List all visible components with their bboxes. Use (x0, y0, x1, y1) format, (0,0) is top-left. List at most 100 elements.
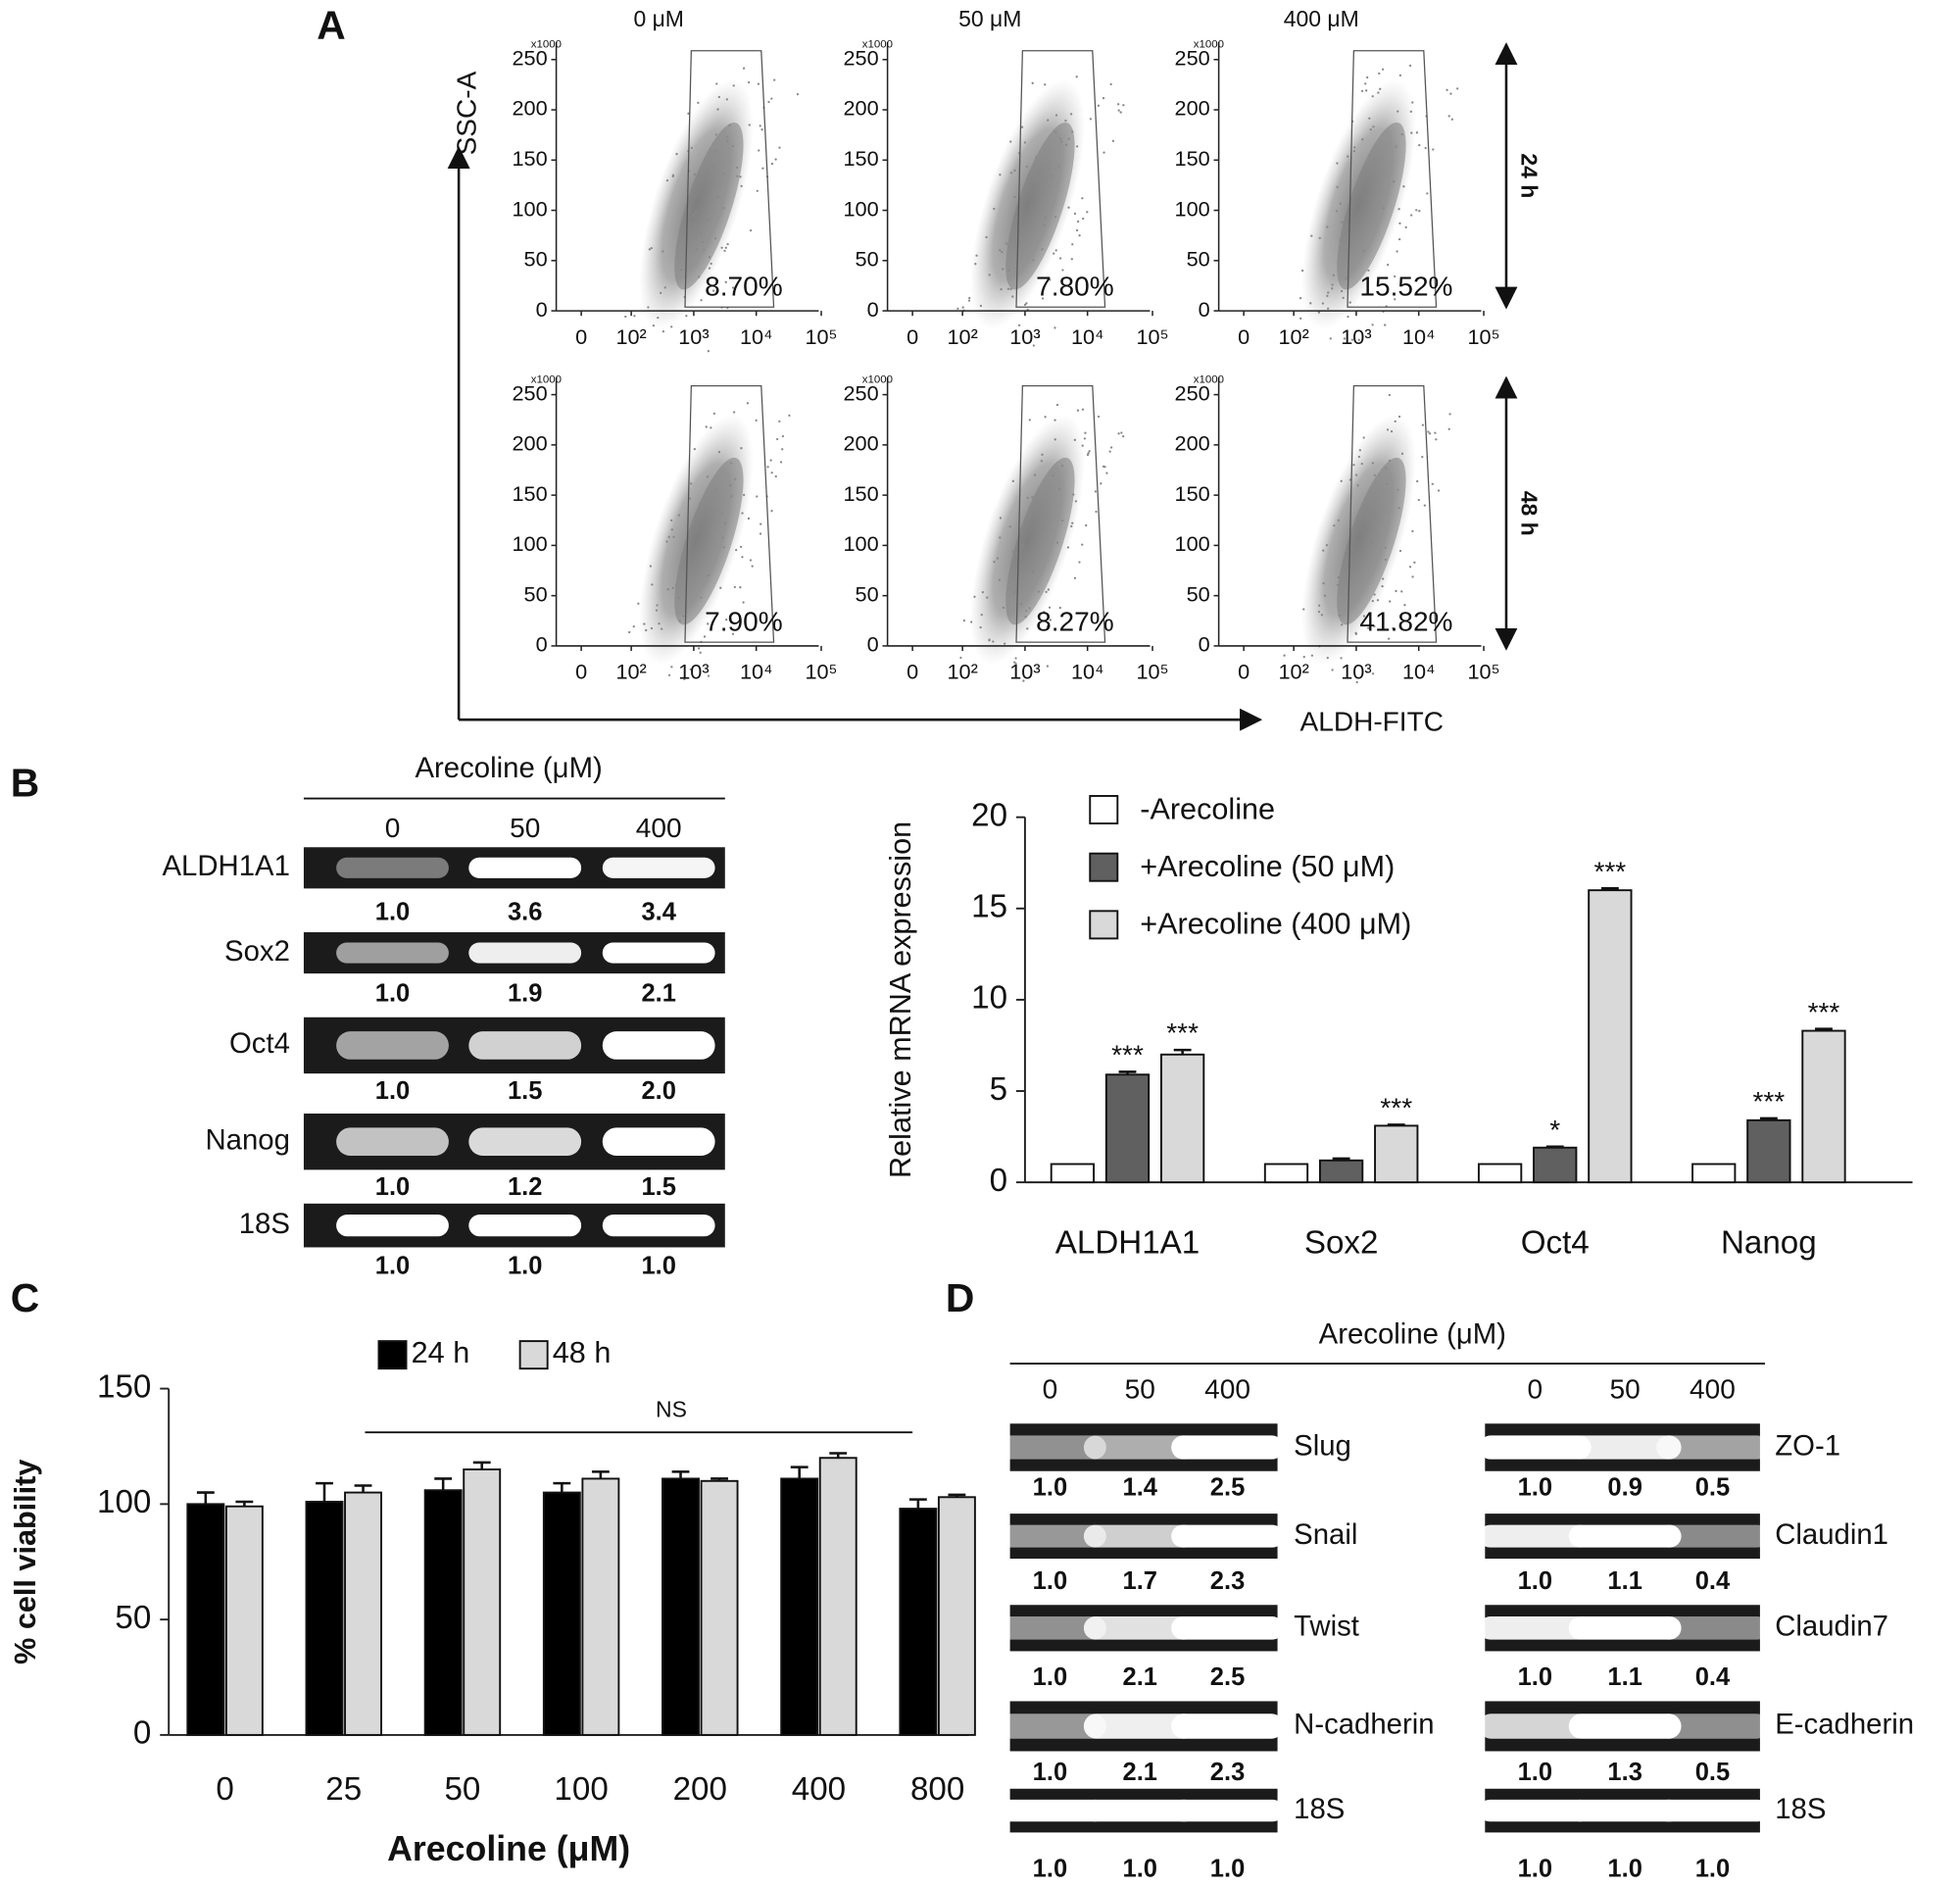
cell-dot (689, 668, 692, 670)
cell-dot (1447, 115, 1450, 118)
cell-dot (1073, 438, 1076, 441)
cell-cloud (1005, 457, 1075, 625)
cell-dot (779, 461, 783, 464)
cell-dot (660, 291, 662, 295)
cell-dot (988, 639, 991, 642)
bar (423, 1489, 463, 1736)
cell-dot (1102, 151, 1105, 154)
cell-dot (1396, 488, 1399, 491)
gate-percent: 7.80% (1036, 272, 1114, 302)
cell-dot (1046, 624, 1050, 628)
cell-dot (1396, 110, 1399, 113)
cell-dot (761, 167, 764, 170)
x-tick-label: 10² (1278, 324, 1308, 349)
cell-dot (1369, 540, 1373, 543)
y-tick-label: 200 (1175, 431, 1210, 456)
cell-dot (662, 250, 664, 253)
cell-dot (1381, 584, 1384, 588)
band (1083, 1524, 1197, 1548)
legend-swatch (518, 1340, 549, 1370)
cell-dot (1362, 249, 1365, 252)
cell-dot (713, 488, 717, 491)
cell-dot (1341, 221, 1344, 223)
y-tick-label: 0 (536, 632, 548, 657)
cell-dot (1340, 289, 1344, 293)
x-tick-label: 10² (1278, 660, 1308, 684)
band-quant: 0.4 (1695, 1567, 1731, 1595)
cell-dot (1025, 302, 1028, 305)
cell-dot (739, 585, 742, 589)
cell-dot (637, 602, 640, 605)
y-multiplier: x1000 (1194, 38, 1224, 50)
cell-dot (1064, 119, 1067, 123)
lane-label: 50 (1125, 1374, 1155, 1405)
bar (1691, 1163, 1737, 1184)
cell-dot (716, 108, 719, 111)
band-quant: 1.4 (1123, 1473, 1158, 1501)
cell-dot (661, 627, 663, 630)
cell-dot (1326, 307, 1330, 310)
y-tick-label: 50 (856, 581, 879, 606)
cell-dot (1081, 543, 1084, 546)
gate (1347, 384, 1438, 643)
cell-dot (1105, 472, 1108, 474)
cell-dot (1410, 214, 1413, 217)
y-tick-label: 0 (1199, 297, 1210, 322)
cell-dot (1059, 137, 1062, 140)
cell-dot (1371, 599, 1374, 603)
gene-label: Slug (1294, 1429, 1351, 1462)
bar (1477, 1163, 1523, 1184)
cell-dot (1317, 611, 1321, 614)
y-multiplier: x1000 (531, 373, 562, 385)
cell-dot (732, 411, 736, 414)
x-tick-label: 10⁴ (1402, 324, 1435, 349)
band-quant: 1.7 (1123, 1567, 1157, 1595)
cell-dot (1109, 446, 1113, 449)
band-quant: 1.0 (1518, 1855, 1552, 1882)
cell-dot (1373, 473, 1377, 477)
cell-dot (1347, 315, 1349, 319)
cell-dot (1397, 237, 1401, 241)
cell-dot (1398, 222, 1401, 225)
cell-dot (1071, 521, 1074, 524)
cell-dot (670, 325, 673, 328)
cell-dot (1028, 607, 1031, 610)
cell-dot (1333, 524, 1336, 527)
cell-dot (1102, 96, 1105, 100)
band (994, 1616, 1106, 1640)
bar (1159, 1053, 1205, 1184)
cell-dot (974, 331, 977, 334)
cell-dot (1034, 156, 1038, 159)
legend-label: -Arecoline (1140, 792, 1275, 825)
band (602, 942, 715, 964)
band-quant: 1.5 (508, 1077, 542, 1105)
band (1083, 1799, 1197, 1822)
cell-dot (720, 512, 724, 515)
y-tick-label: 100 (513, 531, 548, 556)
band (1568, 1524, 1682, 1548)
y-tick-label: 0 (990, 1163, 1007, 1199)
significance: *** (1808, 997, 1840, 1027)
bar (1801, 1029, 1846, 1184)
cell-dot (1400, 452, 1404, 455)
cell-dot (1071, 130, 1074, 133)
cell-dot (692, 214, 695, 218)
error-bar (235, 1500, 254, 1507)
cell-dot (675, 152, 678, 156)
cell-dot (1428, 432, 1432, 435)
cell-dot (1353, 146, 1356, 149)
cell-dot (1400, 590, 1403, 593)
cell-dot (1398, 549, 1402, 553)
cell-dot (724, 246, 727, 249)
cell-dot (725, 98, 728, 101)
condition-label: 0 μM (633, 6, 683, 31)
cell-dot (739, 545, 743, 549)
cell-dot (1410, 131, 1413, 134)
cell-dot (710, 262, 712, 266)
band-quant: 1.1 (1607, 1664, 1642, 1691)
cell-dot (1456, 87, 1459, 90)
cell-dot (695, 237, 698, 241)
y-tick-label: 250 (844, 380, 879, 405)
cell-dot (1006, 287, 1010, 290)
cell-dot (1417, 498, 1420, 502)
